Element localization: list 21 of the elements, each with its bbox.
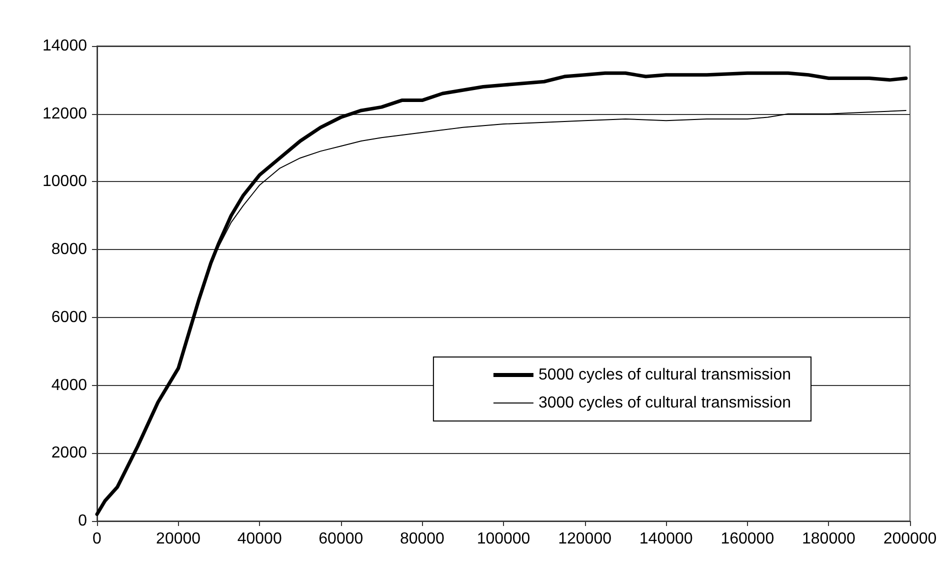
x-tick-label: 100000: [476, 530, 530, 548]
y-tick-label: 12000: [42, 105, 88, 122]
x-tick-label: 20000: [156, 530, 201, 548]
y-tick-label: 0: [78, 512, 88, 530]
y-tick-label: 4000: [51, 376, 88, 394]
x-tick-label: 140000: [639, 530, 693, 548]
x-tick-label: 0: [92, 530, 102, 548]
x-tick-label: 200000: [883, 530, 937, 548]
x-tick-label: 40000: [237, 530, 282, 548]
y-tick-label: 10000: [42, 173, 88, 190]
y-tick-label: 8000: [51, 241, 88, 258]
y-tick-label: 14000: [42, 38, 88, 54]
legend-label: 5000 cycles of cultural transmission: [538, 366, 792, 384]
x-tick-label: 160000: [720, 530, 774, 548]
legend-label: 3000 cycles of cultural transmission: [538, 394, 792, 412]
y-tick-label: 6000: [51, 308, 88, 326]
x-tick-label: 60000: [318, 530, 364, 548]
y-tick-label: 2000: [51, 444, 88, 462]
x-tick-label: 180000: [802, 530, 856, 548]
x-tick-label: 80000: [400, 530, 445, 548]
x-tick-label: 120000: [558, 530, 612, 548]
